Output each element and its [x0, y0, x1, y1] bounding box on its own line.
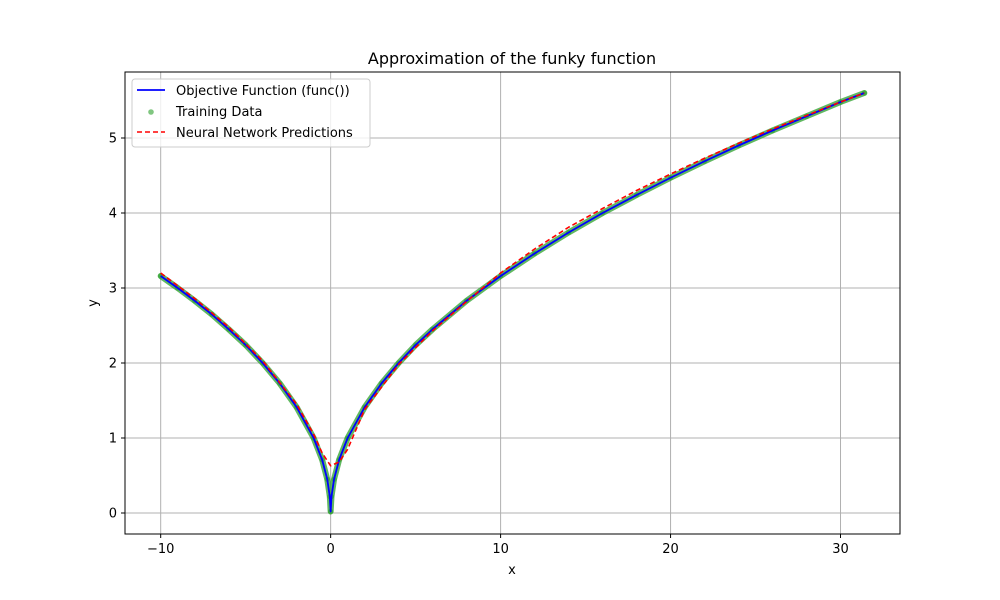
chart-title: Approximation of the funky function [368, 49, 656, 68]
legend-label-training: Training Data [175, 105, 262, 120]
x-axis-label: x [508, 563, 516, 578]
ticks: −10 0 10 20 30 0 1 2 3 4 5 [109, 132, 849, 558]
objective-function-line [160, 92, 865, 513]
legend-label-objective: Objective Function (func()) [176, 84, 350, 99]
y-tick-label: 3 [109, 282, 117, 297]
x-tick-label: 30 [832, 542, 849, 557]
grid [125, 72, 900, 534]
y-tick-label: 2 [109, 357, 117, 372]
series-layer [157, 90, 868, 515]
plot-frame [124, 71, 901, 535]
x-tick-label: 20 [662, 542, 679, 557]
legend-label-predictions: Neural Network Predictions [176, 126, 353, 141]
plot-area [125, 72, 900, 534]
x-tick-label: −10 [147, 542, 174, 557]
nn-predictions-line [160, 92, 865, 467]
legend: Objective Function (func()) Training Dat… [131, 78, 371, 148]
y-tick-label: 0 [109, 507, 117, 522]
y-tick-label: 1 [109, 432, 117, 447]
y-axis-label: y [86, 299, 101, 307]
x-tick-label: 0 [327, 542, 335, 557]
legend-swatch-training [148, 109, 154, 115]
y-tick-label: 5 [109, 132, 117, 147]
y-tick-label: 4 [109, 207, 117, 222]
legend-box [131, 78, 371, 148]
x-tick-label: 10 [492, 542, 509, 557]
